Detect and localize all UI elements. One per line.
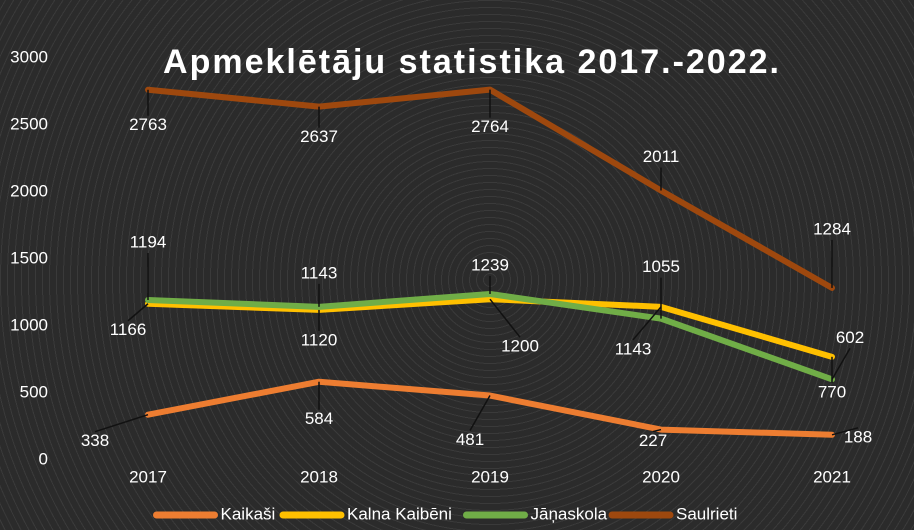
series-line [145,378,835,438]
data-label: 338 [81,431,109,450]
y-tick-label: 0 [39,449,48,468]
leader-line [652,428,662,433]
y-tick-label: 3000 [10,47,48,66]
data-label: 1143 [301,263,338,282]
series-line [145,296,835,360]
legend-label: Kaikaši [221,504,276,523]
data-label: 1194 [130,232,167,251]
data-label: 227 [639,431,667,450]
data-label: 1143 [615,339,652,358]
series-line [145,290,835,383]
y-tick-label: 1000 [10,315,48,334]
data-label: 1166 [110,320,147,339]
data-label: 2763 [129,115,167,134]
x-tick-label: 2021 [813,467,851,486]
data-label: 2637 [300,127,338,146]
data-label: 481 [456,430,484,449]
x-tick-label: 2018 [300,467,338,486]
leader-line [489,298,521,338]
y-tick-label: 500 [20,382,48,401]
y-tick-label: 2500 [10,114,48,133]
leader-line [469,395,491,431]
data-label: 188 [844,427,872,446]
data-label: 1239 [471,255,509,274]
y-tick-label: 2000 [10,181,48,200]
data-label: 2011 [643,147,680,166]
data-label: 1284 [813,219,851,238]
x-tick-label: 2017 [129,467,167,486]
data-label: 602 [836,328,864,347]
leader-line [632,306,662,341]
chart-title: Apmeklētāju statistika 2017.-2022. [163,43,781,81]
data-label: 1120 [301,330,338,349]
data-label: 770 [818,382,846,401]
leader-line [831,427,859,436]
x-tick-label: 2019 [471,467,509,486]
data-label: 1055 [642,257,680,276]
leader-line [831,347,851,380]
x-tick-label: 2020 [642,467,680,486]
legend-label: Saulrieti [676,504,737,523]
leader-line [127,303,149,322]
leader-line [94,413,149,433]
data-label: 1200 [501,337,539,356]
legend-label: Kalna Kaibēni [347,504,452,523]
y-tick-label: 1500 [10,248,48,267]
legend-label: Jāņaskola [531,504,608,523]
data-label: 584 [305,409,333,428]
data-label: 2764 [471,117,509,136]
